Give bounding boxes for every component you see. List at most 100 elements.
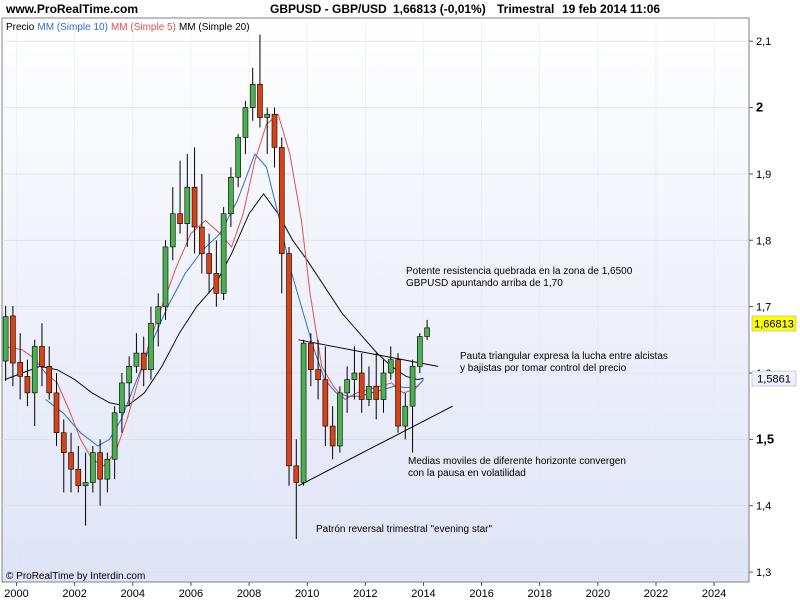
candle-body-up	[162, 246, 169, 307]
x-tick-label: 2002	[62, 588, 86, 600]
y-tick-label: 2,1	[756, 36, 771, 48]
site-name[interactable]: www.ProRealTime.com	[5, 2, 138, 16]
y-tick-label: 1,3	[756, 567, 771, 579]
candle-body-up	[402, 405, 409, 427]
x-tick-label: 2012	[353, 588, 377, 600]
candle-body-down	[97, 452, 103, 480]
lower-triangle-line	[298, 405, 453, 487]
legend-ma10: MM (Simple 10)	[37, 22, 108, 33]
candle-body-up	[2, 316, 9, 362]
candle-body-up	[82, 482, 89, 487]
candle-body-up	[155, 306, 162, 324]
candle-body-down	[39, 346, 45, 367]
candle-body-up	[424, 327, 430, 337]
candle-body-down	[177, 213, 183, 224]
candle-body-down	[191, 186, 198, 228]
candle-body-up	[119, 382, 125, 414]
x-tick-label: 2022	[644, 588, 668, 600]
last-price-badge	[751, 315, 797, 332]
candle-body-down	[17, 362, 23, 377]
candle-body-up	[148, 322, 154, 370]
candle-body-up	[264, 113, 271, 118]
candle-body-down	[358, 372, 365, 400]
candle-body-down	[322, 379, 329, 427]
annotation-resistance-2: GBPUSD apuntando arriba de 1,70	[406, 278, 563, 289]
y-tick-label: 1,9	[756, 169, 771, 181]
candle-body-up	[228, 176, 234, 215]
candle-body-down	[308, 342, 314, 370]
x-tick-label: 2004	[121, 588, 145, 600]
candle-body-down	[10, 315, 16, 364]
y-tick-label: 1,7	[756, 302, 771, 314]
candle-body-up	[380, 372, 387, 400]
legend-ma5: MM (Simple 5)	[111, 22, 176, 33]
candle-body-down	[329, 425, 336, 447]
chart-legend: Precio MM (Simple 10) MM (Simple 5) MM (Sim…	[6, 22, 250, 33]
candle-body-up	[344, 379, 350, 394]
candle-body-down	[199, 226, 205, 254]
candle-body-down	[24, 376, 31, 394]
copyright: © ProRealTime by Interdin.com	[6, 571, 145, 582]
x-tick-label: 2006	[179, 588, 203, 600]
legend-price: Precio	[6, 22, 35, 33]
ma20-line	[4, 192, 424, 407]
candles	[2, 34, 430, 539]
candle-body-down	[206, 253, 212, 274]
candle-body-down	[271, 113, 278, 148]
x-tick-label: 2010	[295, 588, 319, 600]
x-tick-label: 2018	[527, 588, 551, 600]
candle-body-down	[46, 366, 53, 394]
x-tick-label: 2008	[237, 588, 261, 600]
candle-body-up	[387, 359, 394, 374]
candle-body-up	[126, 366, 132, 384]
x-tick-label: 2014	[411, 588, 435, 600]
instrument-title: GBPUSD - GBP/USD	[270, 2, 387, 16]
plot-area	[1, 17, 750, 583]
candle-body-down	[213, 273, 220, 294]
timestamp: 19 feb 2014 11:06	[562, 2, 660, 16]
candle-body-up	[242, 107, 249, 138]
candle-body-down	[286, 253, 292, 467]
candle-body-down	[53, 392, 60, 434]
candle-body-down	[140, 352, 147, 370]
y-tick-label: 2	[756, 100, 763, 115]
trendlines	[298, 339, 453, 487]
annotation-resistance-1: Potente resistencia quebrada en la zona …	[406, 266, 633, 277]
candle-body-up	[220, 213, 227, 294]
candle-body-down	[257, 84, 263, 118]
candle-body-down	[293, 465, 300, 483]
candle-body-up	[417, 336, 423, 367]
candle-body-down	[68, 452, 74, 470]
y-tick-label: 1,4	[756, 501, 771, 513]
candle-body-up	[366, 385, 372, 400]
candle-body-up	[31, 346, 38, 394]
candle-body-up	[104, 458, 111, 480]
period-label: Trimestral	[497, 2, 554, 16]
y-tick-label: 1,8	[756, 235, 771, 247]
annotation-triangle-1: Pauta triangular expresa la lucha entre …	[460, 351, 668, 362]
candle-body-up	[90, 452, 96, 483]
x-tick-label: 2000	[4, 588, 28, 600]
annotation-triangle-2: y bajistas por tomar control del precio	[460, 363, 627, 374]
annotation-ma-2: con la pausa en volatilidad	[408, 468, 526, 479]
candle-body-up	[169, 213, 176, 248]
last-price-value: 1,66813	[754, 319, 794, 331]
candle-body-up	[184, 186, 191, 224]
y-tick-label: 1,5	[756, 431, 774, 446]
candle-body-up	[409, 366, 416, 407]
candle-body-down	[75, 468, 82, 487]
upper-triangle-line	[298, 339, 439, 367]
last-change: 1,66813 (-0,01%)	[393, 2, 486, 16]
ma-value-badge	[751, 370, 797, 387]
candle-body-up	[249, 84, 256, 108]
candle-body-down	[315, 369, 321, 380]
candle-body-down	[395, 359, 401, 427]
grid	[2, 18, 749, 582]
legend-ma20: MM (Simple 20)	[179, 22, 250, 33]
candle-body-down	[278, 147, 285, 254]
candle-body-up	[351, 372, 358, 380]
annotation-evening-star: Patrón reversal trimestral "evening star…	[316, 524, 493, 535]
candle-body-down	[60, 432, 67, 453]
x-tick-label: 2020	[586, 588, 610, 600]
